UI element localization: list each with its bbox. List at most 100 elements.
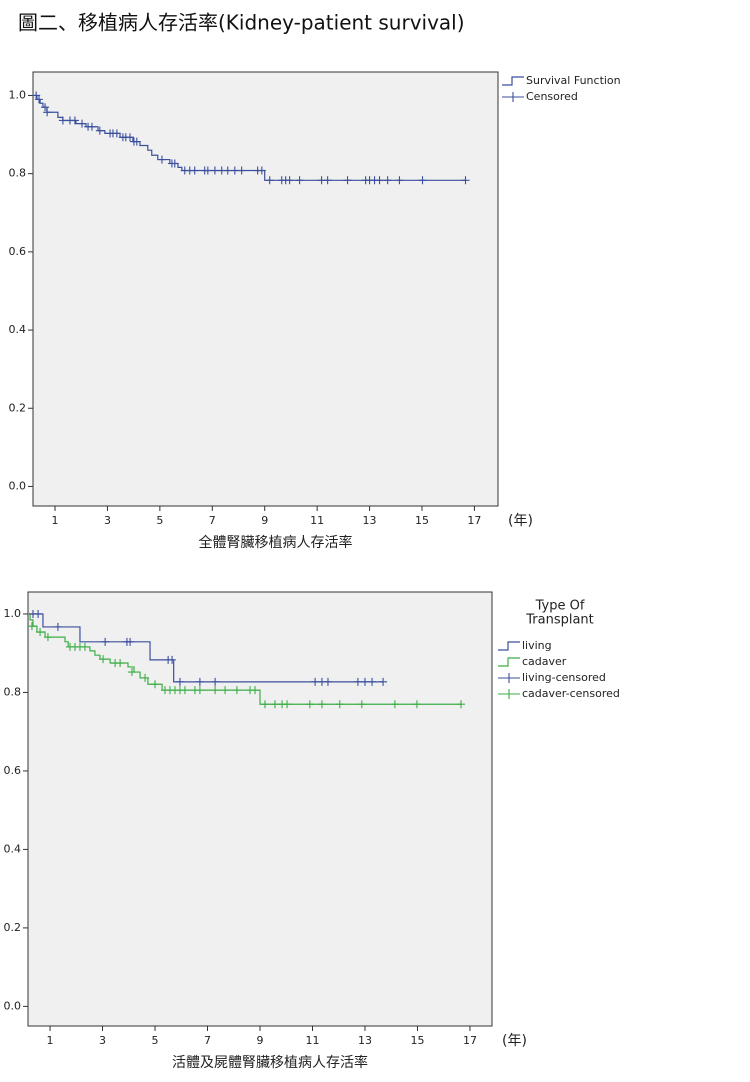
- censored-mark: [323, 176, 332, 185]
- x-tick-label: 17: [463, 1034, 477, 1047]
- censored-mark: [99, 655, 108, 664]
- censored-mark: [257, 166, 266, 175]
- y-tick-label: 0.4: [4, 842, 22, 855]
- censored-mark: [41, 103, 50, 112]
- censored-mark: [390, 700, 399, 709]
- censored-mark: [211, 677, 220, 686]
- censored-mark: [251, 686, 260, 695]
- x-axis-title: 活體及屍體腎臟移植病人存活率: [172, 1054, 368, 1071]
- y-tick-label: 0.8: [4, 685, 22, 698]
- censored-mark: [360, 677, 369, 686]
- censored-mark: [126, 637, 135, 646]
- censored-mark: [211, 686, 220, 695]
- y-tick-label: 0.6: [4, 764, 22, 777]
- x-tick-label: 5: [152, 1034, 159, 1047]
- legend-label: Survival Function: [526, 74, 621, 87]
- y-tick-label: 1.0: [9, 88, 27, 101]
- x-tick-label: 13: [363, 514, 377, 527]
- censored-mark: [43, 108, 52, 117]
- censored-mark: [195, 677, 204, 686]
- legend-title: Transplant: [525, 613, 594, 628]
- legend-swatch: [498, 657, 520, 667]
- x-tick-label: 1: [47, 1034, 54, 1047]
- x-axis-unit: (年): [502, 1033, 527, 1049]
- survival-step-line: [29, 613, 384, 683]
- censored-mark: [383, 176, 392, 185]
- censored-mark: [335, 700, 344, 709]
- censored-mark: [317, 700, 326, 709]
- censored-mark: [203, 166, 212, 175]
- y-tick-label: 0.8: [9, 167, 27, 180]
- censored-mark: [461, 176, 470, 185]
- censored-mark: [230, 166, 239, 175]
- x-tick-label: 3: [104, 514, 111, 527]
- x-tick-label: 13: [358, 1034, 372, 1047]
- x-tick-label: 15: [415, 514, 429, 527]
- censored-mark: [27, 622, 36, 631]
- y-tick-label: 0.2: [4, 921, 22, 934]
- legend-swatch: [502, 92, 524, 102]
- censored-mark: [311, 677, 320, 686]
- legend-label: Censored: [526, 90, 578, 103]
- x-tick-label: 7: [204, 1034, 211, 1047]
- legend-label: living: [522, 639, 552, 652]
- x-tick-label: 15: [410, 1034, 424, 1047]
- censored-mark: [101, 637, 110, 646]
- censored-mark: [95, 126, 104, 135]
- censored-mark: [343, 176, 352, 185]
- censored-mark: [141, 673, 150, 682]
- censored-mark: [175, 677, 184, 686]
- legend-swatch: [502, 76, 524, 86]
- censored-mark: [221, 686, 230, 695]
- censored-mark: [418, 176, 427, 185]
- censored-mark: [43, 633, 52, 642]
- legend-label: living-censored: [522, 671, 606, 684]
- censored-mark: [265, 176, 274, 185]
- censored-mark: [283, 700, 292, 709]
- censored-mark: [285, 176, 294, 185]
- censored-mark: [116, 659, 125, 668]
- survival-step-line: [29, 613, 462, 705]
- censored-mark: [353, 677, 362, 686]
- y-tick-label: 0.4: [9, 323, 27, 336]
- censored-mark: [195, 686, 204, 695]
- x-tick-label: 9: [261, 514, 268, 527]
- censored-mark: [375, 176, 384, 185]
- x-tick-label: 3: [99, 1034, 106, 1047]
- censored-mark: [237, 166, 246, 175]
- censored-mark: [157, 155, 166, 164]
- censored-mark: [70, 116, 79, 125]
- x-tick-label: 11: [305, 1034, 319, 1047]
- censored-mark: [127, 668, 136, 677]
- legend-swatch: [498, 689, 520, 699]
- censored-mark: [35, 95, 44, 104]
- censored-mark: [210, 166, 219, 175]
- censored-mark: [80, 642, 89, 651]
- censored-mark: [36, 628, 45, 637]
- censored-mark: [323, 677, 332, 686]
- censored-mark: [260, 700, 269, 709]
- censored-mark: [58, 116, 67, 125]
- censored-mark: [412, 700, 421, 709]
- censored-mark: [170, 159, 179, 168]
- legend-swatch: [498, 673, 520, 683]
- x-tick-label: 9: [257, 1034, 264, 1047]
- x-axis-title: 全體腎臟移植病人存活率: [199, 534, 353, 551]
- censored-mark: [379, 677, 388, 686]
- censored-mark: [180, 686, 189, 695]
- legend-label: cadaver: [522, 655, 567, 668]
- censored-mark: [305, 700, 314, 709]
- page-title: 圖二、移植病人存活率(Kidney-patient survival): [18, 11, 465, 35]
- censored-mark: [295, 176, 304, 185]
- censored-mark: [168, 655, 177, 664]
- censored-mark: [368, 677, 377, 686]
- censored-mark: [151, 680, 160, 689]
- censored-mark: [87, 122, 96, 131]
- legend-title: Type Of: [535, 599, 585, 614]
- x-tick-label: 5: [156, 514, 163, 527]
- censored-mark: [125, 133, 134, 142]
- censored-mark: [395, 176, 404, 185]
- censored-mark: [457, 700, 466, 709]
- y-tick-label: 0.0: [4, 999, 22, 1012]
